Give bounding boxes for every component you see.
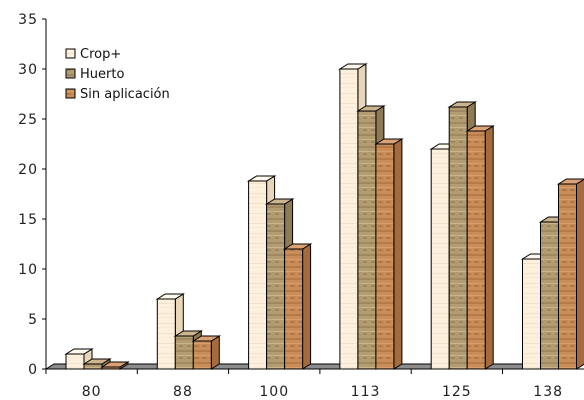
bar-side-face: [576, 178, 584, 370]
bar-sin-aplicaci-n-125: [465, 125, 495, 370]
legend-item-sin-aplicaci-n: Sin aplicación: [65, 87, 170, 102]
legend-swatch: [65, 68, 76, 79]
y-tick-label: 0: [28, 362, 38, 378]
legend-item-crop: Crop+: [65, 47, 121, 62]
y-tick-label: 10: [18, 262, 38, 278]
bar-front-face: [430, 148, 450, 370]
y-tick-label: 5: [28, 312, 38, 328]
legend-swatch: [65, 48, 76, 59]
y-tick-label: 20: [18, 162, 38, 178]
bar-front-face: [466, 130, 486, 370]
legend-label: Sin aplicación: [80, 87, 170, 102]
bar-crop-80: [64, 348, 94, 370]
bar-front-face: [83, 363, 103, 370]
bar-front-face: [284, 248, 304, 370]
bar-sin-aplicaci-n-113: [374, 138, 404, 370]
bar-sin-aplicaci-n-80: [100, 361, 130, 370]
bar-front-face: [248, 180, 268, 370]
bar-front-face: [540, 221, 559, 370]
bar-front-face: [448, 106, 468, 370]
legend-label: Crop+: [80, 47, 121, 62]
bar-side-face: [484, 125, 494, 370]
x-tick-label: 138: [533, 384, 563, 400]
bar-side-face: [393, 138, 403, 370]
y-tick-label: 30: [18, 62, 38, 78]
bar-side-face: [210, 335, 220, 370]
y-tick-label: 15: [18, 212, 38, 228]
legend-label: Huerto: [80, 67, 124, 82]
bar-front-face: [192, 340, 212, 370]
bar-front-face: [101, 366, 121, 370]
bar-sin-aplicaci-n-100: [282, 243, 313, 370]
x-tick-label: 113: [351, 384, 381, 400]
bar-sin-aplicaci-n-88: [191, 335, 222, 370]
legend: Crop+ Huerto Sin aplicación: [65, 47, 170, 102]
bar-front-face: [339, 68, 359, 370]
bar-front-face: [156, 298, 176, 370]
bar-front-face: [266, 203, 286, 370]
bar-side-face: [302, 243, 312, 370]
bar-front-face: [522, 258, 541, 370]
bar-front-face: [558, 183, 577, 370]
y-tick-label: 25: [18, 112, 38, 128]
bars: [64, 63, 584, 370]
x-tick-label: 88: [173, 384, 193, 400]
x-tick-label: 80: [82, 384, 102, 400]
bar-front-face: [174, 335, 194, 370]
tick-labels: 0 5 10 15 20 25 30 35 80 88 100 113 125 138: [18, 12, 563, 400]
bar-sin-aplicaci-n-138: [556, 178, 584, 370]
bar-front-face: [357, 110, 377, 370]
legend-swatch: [65, 88, 76, 99]
legend-item-huerto: Huerto: [65, 67, 124, 82]
bar-front-face: [375, 143, 395, 370]
bar-front-face: [65, 353, 85, 370]
x-tick-label: 125: [442, 384, 472, 400]
y-tick-label: 35: [18, 12, 38, 28]
x-tick-label: 100: [259, 384, 289, 400]
